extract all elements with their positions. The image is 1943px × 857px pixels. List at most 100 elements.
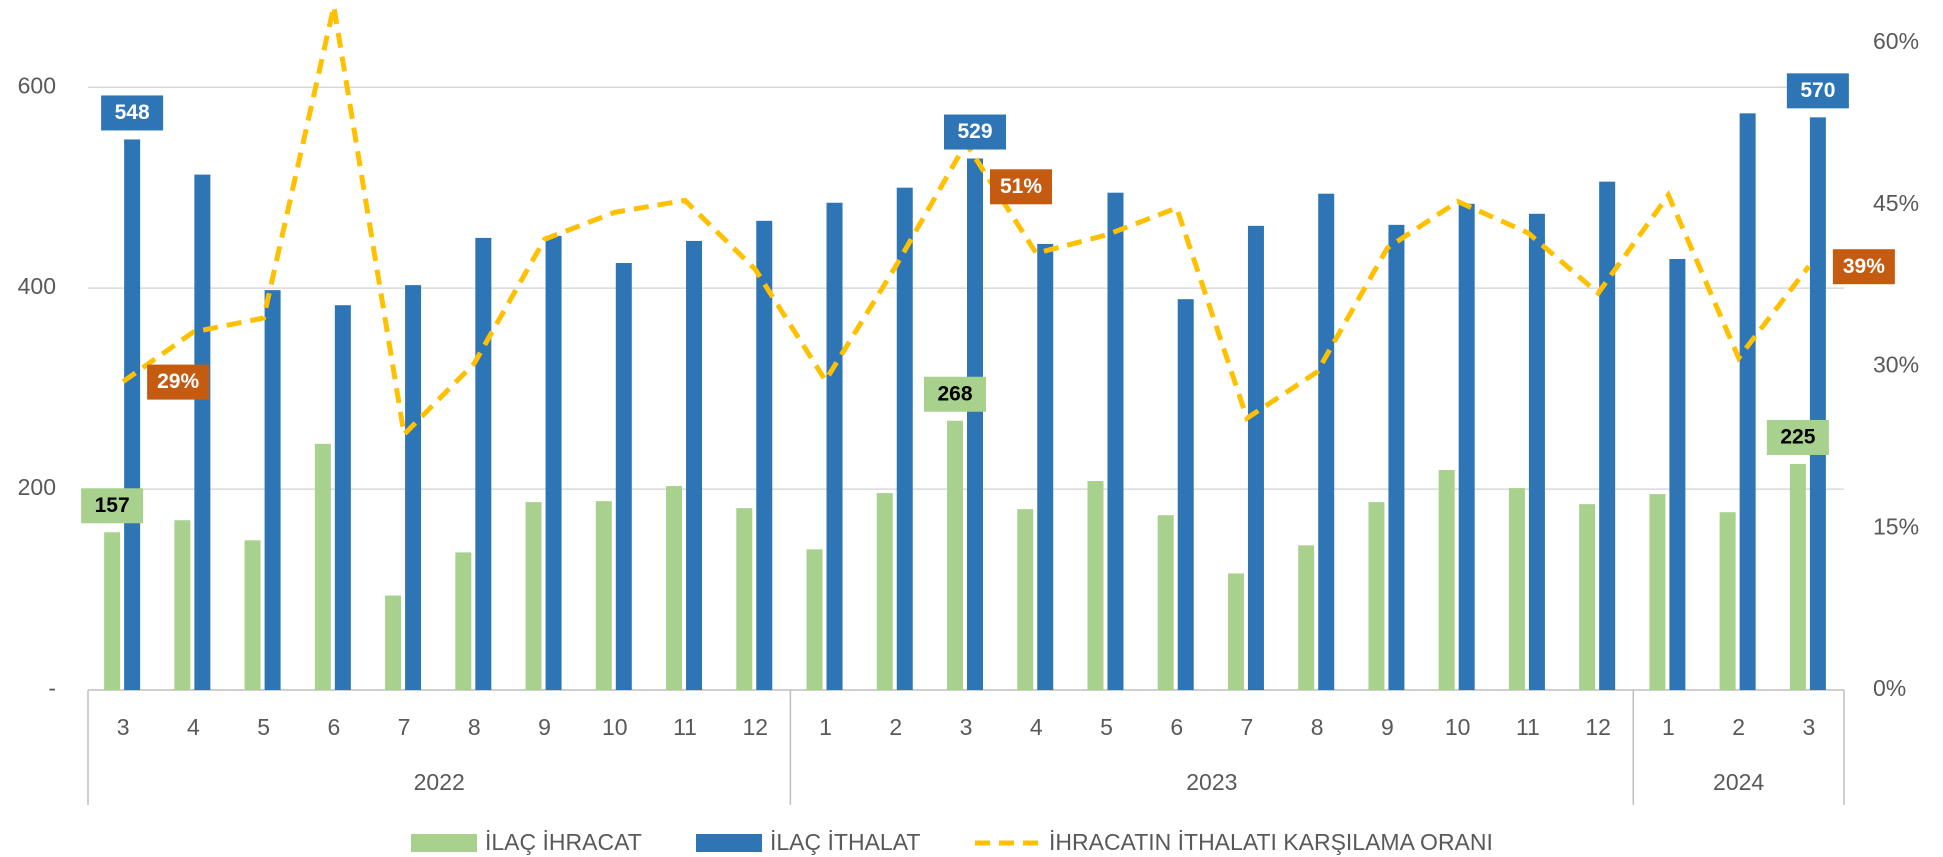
bar — [1579, 504, 1596, 690]
data-label: 225 — [1780, 425, 1815, 448]
bar — [666, 486, 683, 690]
bar — [1368, 502, 1385, 690]
bar — [405, 285, 422, 690]
bar — [455, 552, 472, 690]
bar — [615, 263, 632, 690]
x-tick-label: 8 — [468, 714, 481, 740]
bar — [1809, 117, 1826, 690]
y-tick-label: 600 — [18, 72, 56, 98]
bar — [947, 420, 963, 690]
y2-tick-label: 0% — [1873, 675, 1906, 701]
x-tick-label: 7 — [398, 714, 411, 740]
ratio-line — [121, 5, 1811, 440]
x-tick-label: 6 — [327, 714, 340, 740]
data-label: 157 — [95, 494, 130, 517]
data-label: 39% — [1843, 255, 1885, 278]
y-tick-label: - — [48, 675, 56, 701]
x-tick-label: 10 — [1445, 714, 1471, 740]
bar — [545, 235, 562, 690]
x-tick-label: 1 — [1662, 714, 1675, 740]
bar — [1037, 243, 1054, 690]
bar — [756, 220, 773, 691]
data-label-box — [924, 376, 986, 412]
bar — [1318, 193, 1335, 690]
x-tick-label: 9 — [538, 714, 551, 740]
bar — [1247, 225, 1264, 690]
x-tick-label: 1 — [819, 714, 832, 740]
bar — [1719, 512, 1736, 690]
y2-tick-label: 15% — [1873, 513, 1919, 539]
x-tick-label: 2 — [889, 714, 902, 740]
data-label-box — [944, 114, 1006, 150]
group-label: 2024 — [1713, 769, 1764, 795]
x-tick-label: 11 — [1516, 714, 1540, 740]
bar — [1107, 192, 1124, 690]
x-tick-label: 7 — [1241, 714, 1254, 740]
bar — [244, 540, 261, 690]
x-tick-label: 10 — [602, 714, 628, 740]
bar — [104, 532, 121, 690]
group-label: 2022 — [414, 769, 465, 795]
data-label: 570 — [1800, 79, 1835, 102]
bar — [686, 240, 703, 690]
bar — [525, 502, 542, 690]
x-tick-label: 5 — [1100, 714, 1113, 740]
bar — [1458, 203, 1475, 690]
bar — [1298, 545, 1315, 690]
x-tick-label: 4 — [187, 714, 200, 740]
legend-swatch — [696, 834, 762, 852]
y2-tick-label: 60% — [1873, 28, 1919, 54]
y-tick-label: 400 — [18, 273, 56, 299]
x-tick-label: 11 — [673, 714, 697, 740]
x-tick-label: 2 — [1732, 714, 1745, 740]
x-tick-label: 8 — [1311, 714, 1324, 740]
bar — [1087, 481, 1104, 690]
legend-label: İLAÇ İTHALAT — [770, 829, 920, 855]
x-tick-label: 5 — [257, 714, 270, 740]
data-label: 529 — [957, 120, 992, 143]
x-tick-label: 3 — [117, 714, 130, 740]
legend-label: İHRACATIN İTHALATI KARŞILAMA ORANI — [1049, 829, 1493, 855]
x-tick-label: 6 — [1170, 714, 1183, 740]
bar — [967, 158, 983, 691]
bar — [1789, 463, 1806, 690]
bar — [1739, 113, 1756, 690]
bar — [475, 237, 492, 690]
bar — [896, 187, 913, 690]
y2-tick-label: 45% — [1873, 190, 1919, 216]
data-label-box — [81, 488, 144, 524]
x-tick-label: 3 — [1802, 714, 1815, 740]
x-tick-label: 12 — [1585, 714, 1611, 740]
x-tick-label: 3 — [960, 714, 973, 740]
data-label-box — [1786, 73, 1849, 109]
bar — [124, 139, 141, 690]
data-label: 548 — [115, 101, 150, 124]
data-label: 29% — [157, 370, 199, 393]
bar — [385, 595, 402, 690]
data-label-box — [147, 364, 210, 400]
bar — [334, 305, 351, 690]
x-tick-label: 4 — [1030, 714, 1043, 740]
bar — [1438, 469, 1455, 690]
group-label: 2023 — [1186, 769, 1237, 795]
bar — [1508, 488, 1525, 690]
data-label: 268 — [937, 382, 972, 405]
bar — [1017, 509, 1034, 690]
bar — [264, 290, 281, 690]
bar — [1388, 224, 1405, 690]
bar — [736, 508, 753, 690]
bar — [1177, 299, 1194, 690]
bar — [826, 202, 843, 691]
legend-label: İLAÇ İHRACAT — [485, 829, 642, 855]
x-tick-label: 12 — [742, 714, 768, 740]
bar — [1599, 181, 1616, 690]
data-label-box — [1766, 419, 1829, 455]
bar — [1649, 494, 1666, 690]
x-tick-label: 9 — [1381, 714, 1394, 740]
bar — [1157, 515, 1174, 690]
bar — [806, 549, 823, 690]
bar — [876, 493, 893, 690]
bar — [174, 520, 191, 690]
bar — [1528, 213, 1545, 690]
